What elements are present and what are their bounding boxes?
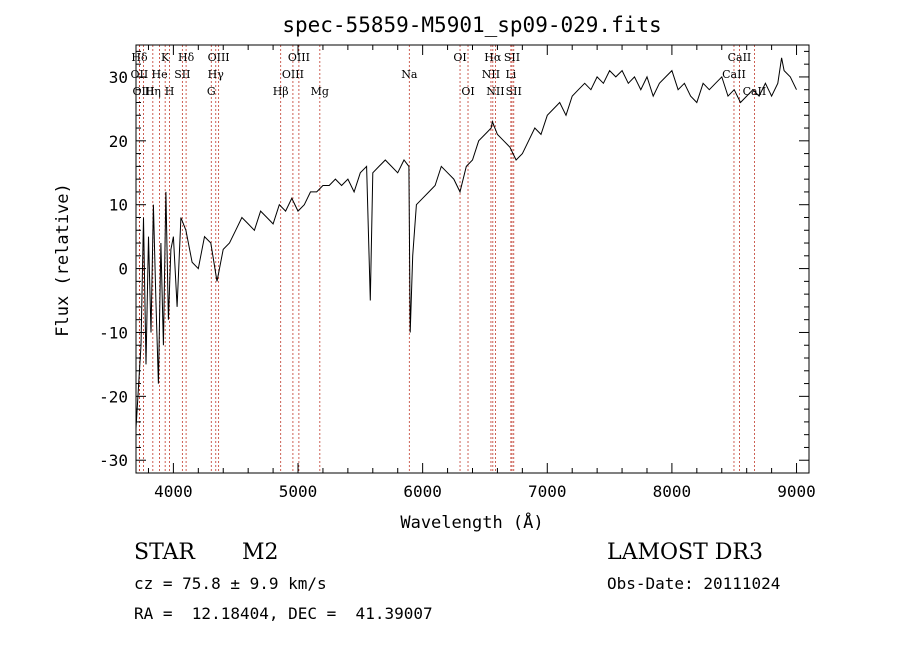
spectral-line-labels: Hδ OII OIII K He Hη H Hδ SII OIII Hγ G OIII OIII Hβ Mg N… [131,51,767,98]
spectral-line-label: NII [482,68,500,81]
coordinates: RA = 12.18404, DEC = 41.39007 [134,604,433,623]
spectral-line-label: OIII [208,51,230,64]
spectral-line-label: Mg [311,85,329,98]
spectral-line-label: Hγ [208,68,225,81]
x-tick-label: 4000 [154,482,193,501]
spectral-line-label: OIII [132,85,154,98]
spectral-line-label: OI [461,85,474,98]
plot-frame [135,44,810,474]
spectral-line-label: SII [174,68,190,81]
spectral-line-guides [138,45,755,473]
spectral-line-label: H [165,85,175,98]
chart-title: spec-55859-M5901_sp09-029.fits [282,13,661,37]
spectral-line-label: OI [453,51,466,64]
spectral-line-label: CaII [728,51,752,64]
observation-date: Obs-Date: 20111024 [607,574,781,593]
spectral-line-label: Hβ [273,85,289,98]
y-tick-label: 0 [118,260,128,279]
spectral-line-label: SII [504,51,520,64]
spectral-line-label: OIII [282,68,304,81]
y-tick-label: 20 [109,132,128,151]
y-tick-label: 10 [109,196,128,215]
spectral-line-label: OIII [288,51,310,64]
spectral-line-label: He [152,68,168,81]
x-tick-label: 9000 [777,482,816,501]
y-tick-label: -30 [99,451,128,470]
object-class: STAR [134,540,195,565]
spectral-line-label: OII [131,68,149,81]
redshift-velocity: cz = 75.8 ± 9.9 km/s [134,574,327,593]
y-axis-ticks: -30 -20 -10 0 10 20 30 [99,50,809,470]
spectral-line-label: Hδ [178,51,195,64]
x-tick-label: 6000 [403,482,442,501]
spectral-line-label: NII [486,85,504,98]
y-axis-label: Flux (relative) [53,183,73,337]
survey-name: LAMOST DR3 [607,540,763,565]
spectral-line-label: Hδ [131,51,148,64]
spectral-line-label: CaII [722,68,746,81]
x-tick-label: 5000 [279,482,318,501]
y-tick-label: -20 [99,387,128,406]
spectral-line-label: Na [401,68,418,81]
x-tick-label: 7000 [528,482,567,501]
x-tick-label: 8000 [653,482,692,501]
spectral-line-label: Li [505,68,516,81]
spectral-line-label: K [161,51,170,64]
x-axis-ticks: 4000 5000 6000 7000 8000 9000 [147,45,816,501]
y-tick-label: 30 [109,68,128,87]
y-tick-label: -10 [99,323,128,342]
flux-series-line [135,57,797,429]
spectral-line-label: SII [506,85,522,98]
spectral-line-label: Hα [484,51,502,64]
spectral-line-label: G [207,85,216,98]
spectral-line-label: Hη [145,85,161,98]
x-axis-label: Wavelength (Å) [400,511,543,533]
object-subclass: M2 [242,540,279,565]
